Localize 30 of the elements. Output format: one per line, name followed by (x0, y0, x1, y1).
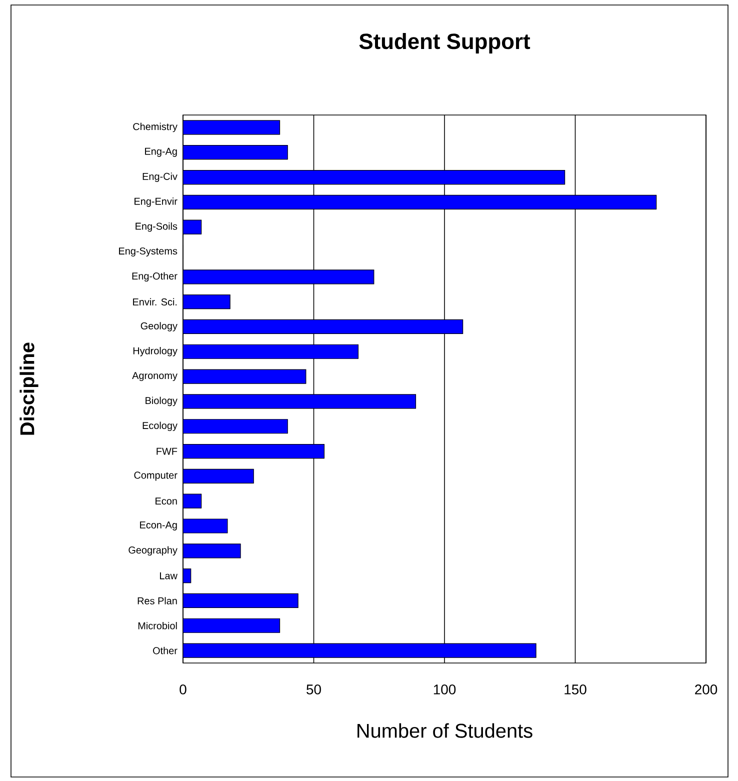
y-tick-label: Biology (146, 396, 178, 406)
y-tick-label: Res Plan (138, 597, 177, 604)
y-tick-label: Eng-Envir (134, 198, 178, 207)
y-tick-label: Eng-Civ (142, 172, 178, 182)
y-tick-label: Computer (134, 472, 178, 481)
chart-title: Student Support (359, 33, 530, 54)
y-tick-label: Microbiol (138, 622, 177, 630)
x-tick-label: 100 (434, 684, 456, 694)
x-axis-title: Number of Students (358, 723, 532, 738)
y-tick-label: Econ (156, 498, 177, 505)
y-tick-label: Geography (128, 546, 178, 556)
y-tick-label: Eng-Soils (136, 222, 178, 232)
y-tick-label: Geology (140, 322, 178, 332)
x-tick-label: 50 (306, 684, 321, 694)
y-tick-label: Eng-Other (132, 272, 178, 282)
y-tick-label: Envir. Sci. (133, 298, 177, 306)
y-axis-title: Discipline (20, 342, 38, 435)
x-tick-label: 200 (695, 684, 718, 694)
y-tick-label: Ecology (142, 422, 178, 431)
y-tick-label: Eng-Ag (145, 148, 177, 157)
y-tick-label: FWF (156, 448, 178, 455)
y-tick-label: Other (153, 646, 178, 654)
y-tick-label: Law (160, 572, 178, 580)
y-tick-label: Hydrology (133, 346, 178, 356)
y-tick-label: Chemistry (133, 122, 178, 132)
x-tick-label: 150 (564, 684, 586, 694)
y-tick-label: Agronomy (132, 372, 178, 381)
x-tick-label: 0 (180, 684, 186, 694)
y-tick-label: Econ-Ag (140, 522, 177, 530)
y-tick-label: Eng-Systems (119, 247, 178, 257)
